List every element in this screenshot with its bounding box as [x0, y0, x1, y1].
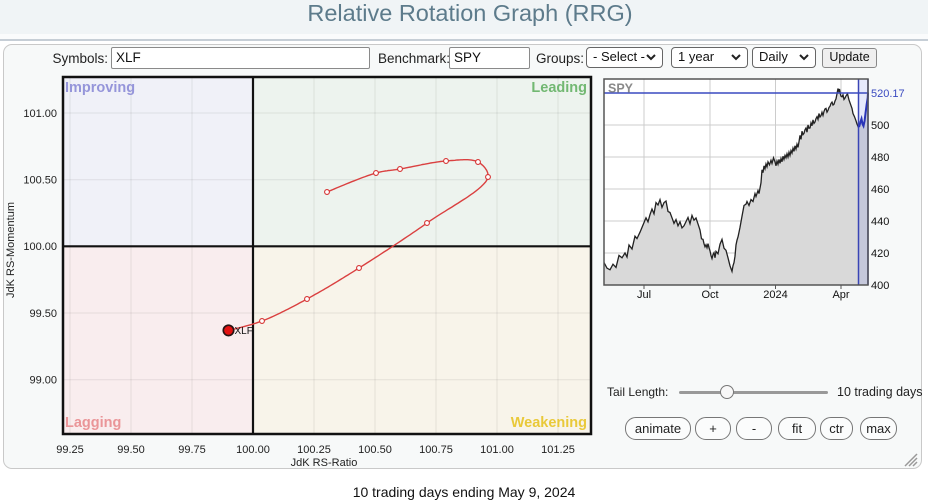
svg-text:420: 420: [871, 248, 889, 260]
svg-text:99.75: 99.75: [178, 444, 206, 456]
svg-text:440: 440: [871, 216, 889, 228]
svg-text:100.50: 100.50: [358, 444, 392, 456]
svg-text:100.00: 100.00: [236, 444, 270, 456]
svg-text:100.00: 100.00: [23, 241, 57, 253]
svg-text:99.00: 99.00: [29, 375, 57, 387]
svg-text:480: 480: [871, 152, 889, 164]
svg-text:460: 460: [871, 184, 889, 196]
svg-text:500: 500: [871, 120, 889, 132]
svg-text:520.17: 520.17: [871, 88, 905, 100]
svg-text:99.25: 99.25: [56, 444, 84, 456]
svg-text:Weakening: Weakening: [511, 415, 587, 431]
svg-text:JdK RS-Ratio: JdK RS-Ratio: [291, 457, 358, 469]
svg-text:Leading: Leading: [531, 80, 587, 96]
svg-text:Apr: Apr: [832, 289, 849, 301]
svg-text:SPY: SPY: [608, 82, 634, 96]
svg-text:Improving: Improving: [65, 80, 135, 96]
svg-text:101.25: 101.25: [541, 444, 575, 456]
svg-text:100.50: 100.50: [23, 175, 57, 187]
svg-text:2024: 2024: [763, 289, 787, 301]
svg-text:XLF: XLF: [235, 326, 253, 337]
svg-text:100.75: 100.75: [419, 444, 453, 456]
svg-text:JdK RS-Momentum: JdK RS-Momentum: [5, 202, 17, 298]
svg-text:100.25: 100.25: [297, 444, 331, 456]
svg-text:Lagging: Lagging: [65, 415, 121, 431]
svg-text:Jul: Jul: [637, 289, 651, 301]
svg-text:Oct: Oct: [701, 289, 718, 301]
svg-text:101.00: 101.00: [480, 444, 514, 456]
svg-text:99.50: 99.50: [29, 308, 57, 320]
svg-text:99.50: 99.50: [117, 444, 145, 456]
svg-text:400: 400: [871, 280, 889, 292]
svg-text:101.00: 101.00: [23, 108, 57, 120]
